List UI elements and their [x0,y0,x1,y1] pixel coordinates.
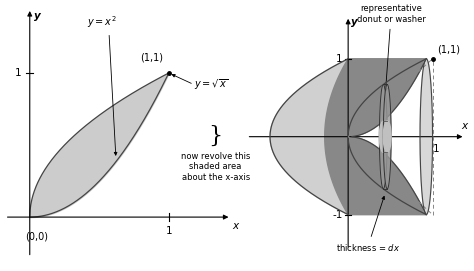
Text: (1,1): (1,1) [141,53,164,63]
Text: 1: 1 [336,54,343,64]
Text: 1: 1 [165,226,172,236]
Text: $y = x^2$: $y = x^2$ [87,14,117,30]
Text: (1,1): (1,1) [437,45,460,55]
Polygon shape [270,59,426,215]
Text: thickness = $dx$: thickness = $dx$ [336,196,400,253]
Text: x: x [461,121,467,131]
Polygon shape [325,59,426,215]
Polygon shape [379,85,387,189]
Text: x: x [233,221,239,231]
Text: (0,0): (0,0) [26,231,49,241]
Text: -1: -1 [332,209,343,220]
Text: now revolve this
shaded area
about the x-axis: now revolve this shaded area about the x… [181,152,250,182]
Text: y: y [351,18,358,27]
Text: $y = \sqrt{x}$: $y = \sqrt{x}$ [194,77,228,92]
Polygon shape [420,59,433,215]
Polygon shape [379,121,387,153]
Polygon shape [383,121,391,153]
Text: 1: 1 [432,144,439,154]
Text: representative
donut or washer: representative donut or washer [357,4,426,91]
Polygon shape [383,85,391,189]
Text: }: } [209,124,223,147]
Text: 1: 1 [15,68,21,78]
Text: y: y [34,11,41,21]
